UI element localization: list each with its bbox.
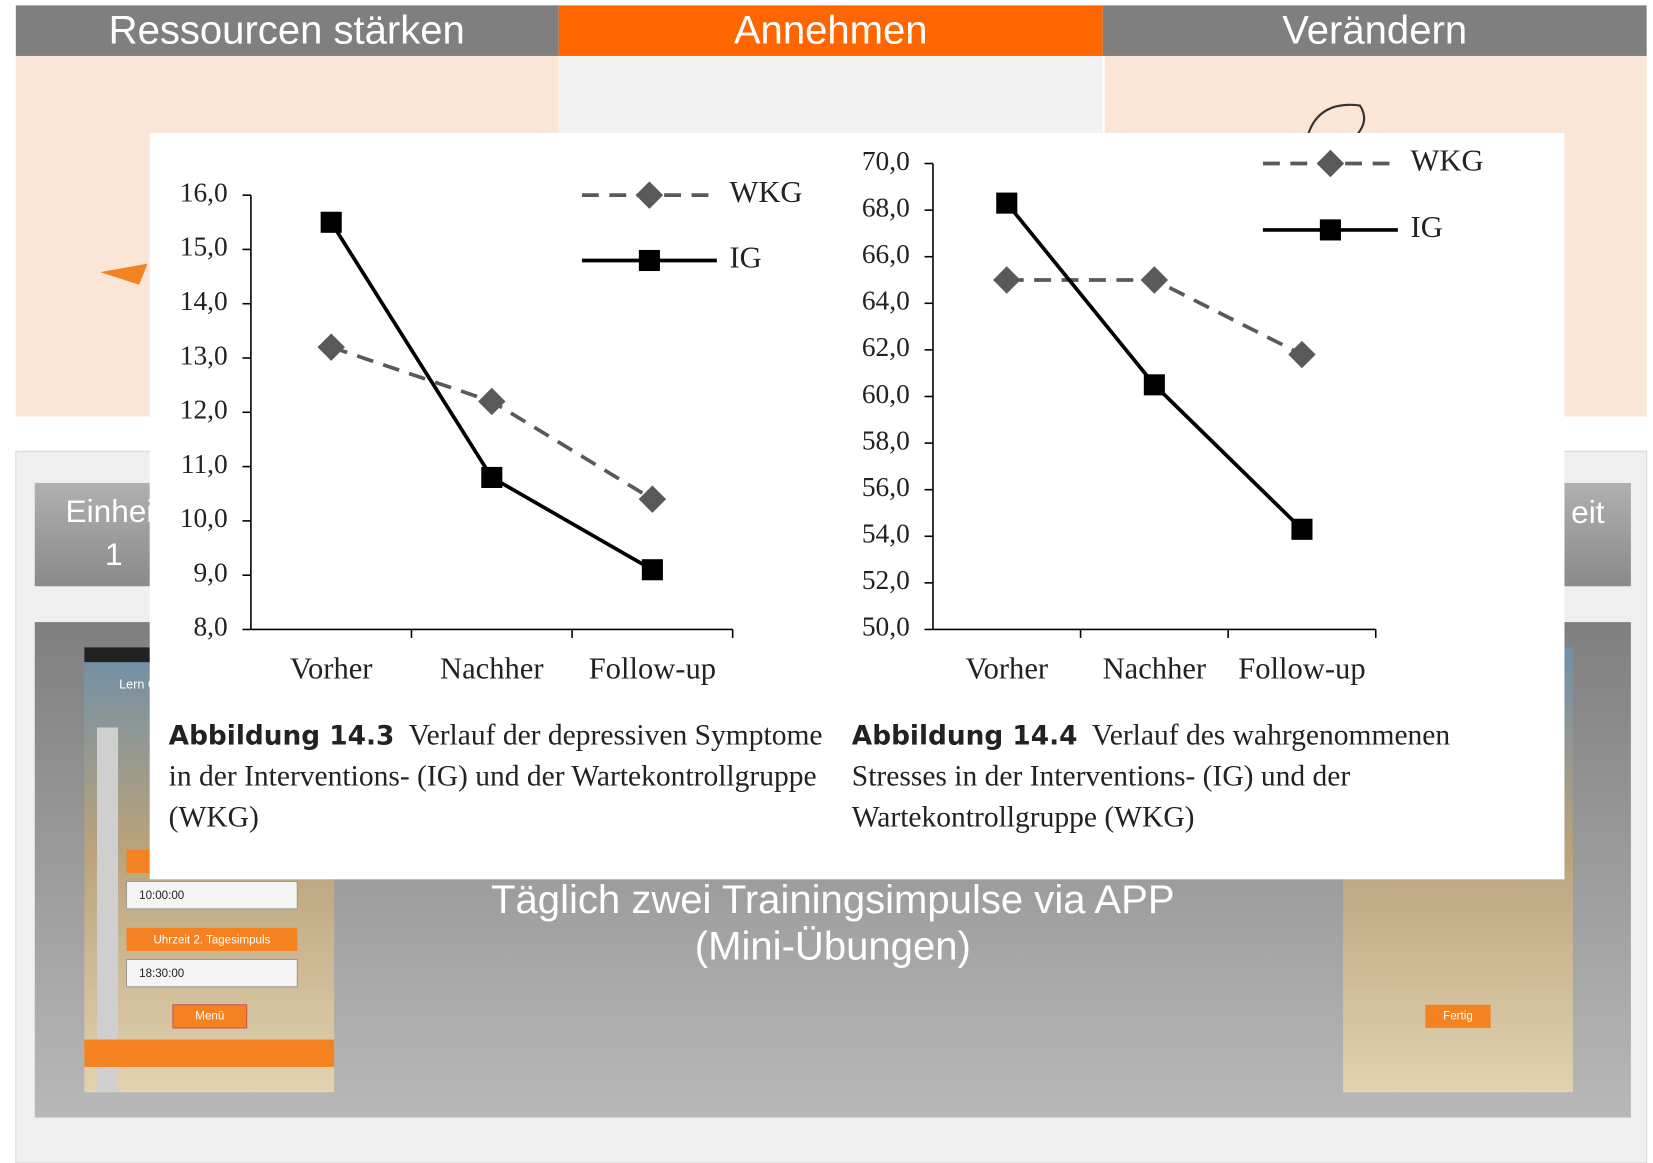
legend-label: WKG bbox=[1411, 144, 1484, 178]
data-point bbox=[641, 559, 663, 581]
tab-label: Ressourcen stärken bbox=[109, 8, 465, 52]
y-tick-label: 16,0 bbox=[180, 177, 228, 207]
tab[interactable] bbox=[15, 5, 559, 56]
bar bbox=[126, 927, 298, 952]
menu-button-label: Menü bbox=[195, 1010, 224, 1022]
done-button-label: Fertig bbox=[1443, 1010, 1473, 1022]
y-tick-label: 12,0 bbox=[180, 395, 228, 425]
y-tick-label: 64,0 bbox=[862, 286, 910, 316]
x-tick-label: Nachher bbox=[440, 652, 544, 686]
y-tick-label: 60,0 bbox=[862, 379, 910, 409]
data-point bbox=[320, 211, 342, 233]
y-tick-label: 8,0 bbox=[193, 612, 227, 642]
y-tick-label: 56,0 bbox=[862, 472, 910, 502]
y-tick-label: 10,0 bbox=[180, 503, 228, 533]
x-tick-label: Vorher bbox=[290, 652, 373, 686]
y-tick-label: 68,0 bbox=[862, 192, 910, 222]
data-point bbox=[1143, 374, 1165, 396]
caption-box: Abbildung 14.4 Verlauf des wahrgenommene… bbox=[852, 715, 1527, 838]
data-point bbox=[1291, 518, 1313, 540]
legend-label: IG bbox=[730, 241, 762, 275]
data-point bbox=[638, 485, 667, 513]
bar-label: Uhrzeit 2. Tagesimpuls bbox=[153, 935, 270, 947]
y-tick-label: 11,0 bbox=[181, 449, 228, 479]
legend-marker bbox=[635, 181, 664, 209]
main-text-box: Täglich zwei Trainingsimpulse via APP (M… bbox=[491, 878, 1175, 969]
x-tick-label: Follow-up bbox=[589, 652, 716, 686]
caption-text: Verlauf des wahrgenommenen Stresses in d… bbox=[851, 719, 1451, 834]
tab-active[interactable] bbox=[558, 5, 1103, 56]
y-tick-label: 54,0 bbox=[862, 519, 910, 549]
data-point bbox=[317, 333, 345, 361]
done-button[interactable] bbox=[1425, 1004, 1491, 1028]
caption-text: Verlauf der depressiven Symptome in der … bbox=[168, 719, 823, 834]
menu-button[interactable] bbox=[172, 1004, 248, 1029]
bar bbox=[84, 1039, 335, 1067]
icon bbox=[100, 263, 148, 285]
y-tick-label: 13,0 bbox=[180, 340, 228, 370]
data-point bbox=[996, 192, 1018, 214]
legend-label: IG bbox=[1411, 210, 1443, 244]
y-tick-label: 52,0 bbox=[862, 565, 910, 595]
post bbox=[96, 727, 119, 1093]
y-tick-label: 50,0 bbox=[862, 612, 910, 642]
legend-label: WKG bbox=[730, 175, 803, 209]
tab-label: Verändern bbox=[1282, 8, 1467, 52]
data-point bbox=[993, 266, 1021, 294]
y-tick-label: 15,0 bbox=[180, 232, 228, 262]
data-point bbox=[481, 466, 503, 488]
figure-overlay bbox=[149, 132, 1565, 880]
y-tick-label: 62,0 bbox=[862, 332, 910, 362]
y-tick-label: 14,0 bbox=[180, 286, 228, 316]
caption-label: Abbildung 14.3 bbox=[168, 720, 395, 751]
select[interactable] bbox=[125, 958, 298, 988]
x-tick-label: Follow-up bbox=[1238, 652, 1365, 686]
y-tick-label: 58,0 bbox=[862, 425, 910, 455]
button-text: Einheit 1 bbox=[65, 494, 163, 573]
icon bbox=[1305, 103, 1366, 139]
y-tick-label: 70,0 bbox=[862, 146, 910, 176]
y-tick-label: 66,0 bbox=[862, 239, 910, 269]
y-tick-label: 9,0 bbox=[193, 557, 227, 587]
tab[interactable] bbox=[1102, 5, 1647, 56]
x-tick-label: Nachher bbox=[1103, 652, 1207, 686]
caption: Abbildung 14.4 Verlauf des wahrgenommene… bbox=[852, 715, 1527, 838]
x-tick-label: Vorher bbox=[965, 652, 1048, 686]
caption: Abbildung 14.3 Verlauf der depressiven S… bbox=[169, 715, 828, 838]
legend-marker bbox=[638, 249, 660, 272]
main-text: Täglich zwei Trainingsimpulse via APP (M… bbox=[491, 878, 1175, 969]
caption-box: Abbildung 14.3 Verlauf der depressiven S… bbox=[169, 715, 828, 838]
tab-label: Annehmen bbox=[734, 8, 928, 52]
unit-button-label: Einheit 1 bbox=[65, 494, 163, 573]
select-value: 10:00:00 bbox=[139, 890, 184, 902]
legend-marker bbox=[1319, 219, 1341, 241]
unit-button-label: eit bbox=[1571, 494, 1605, 530]
select[interactable] bbox=[125, 880, 298, 910]
caption-label: Abbildung 14.4 bbox=[851, 720, 1078, 751]
select-value: 18:30:00 bbox=[139, 968, 184, 980]
